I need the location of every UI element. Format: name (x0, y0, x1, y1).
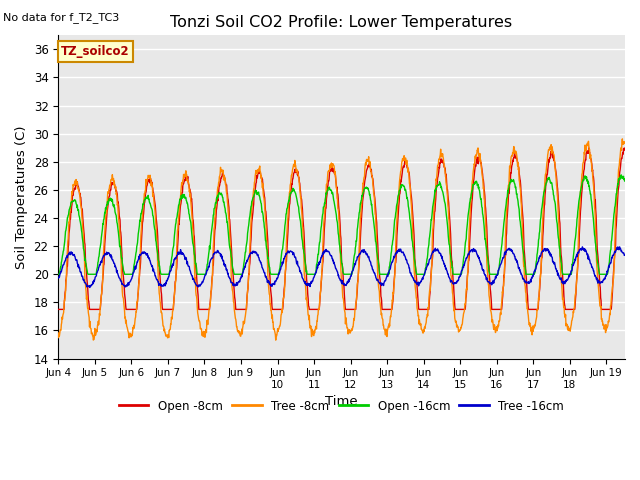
Y-axis label: Soil Temperatures (C): Soil Temperatures (C) (15, 125, 28, 269)
X-axis label: Time: Time (325, 396, 358, 408)
Text: No data for f_T2_TC3: No data for f_T2_TC3 (3, 12, 120, 23)
Title: Tonzi Soil CO2 Profile: Lower Temperatures: Tonzi Soil CO2 Profile: Lower Temperatur… (170, 15, 513, 30)
Legend: Open -8cm, Tree -8cm, Open -16cm, Tree -16cm: Open -8cm, Tree -8cm, Open -16cm, Tree -… (114, 395, 569, 417)
Text: TZ_soilco2: TZ_soilco2 (61, 45, 130, 58)
